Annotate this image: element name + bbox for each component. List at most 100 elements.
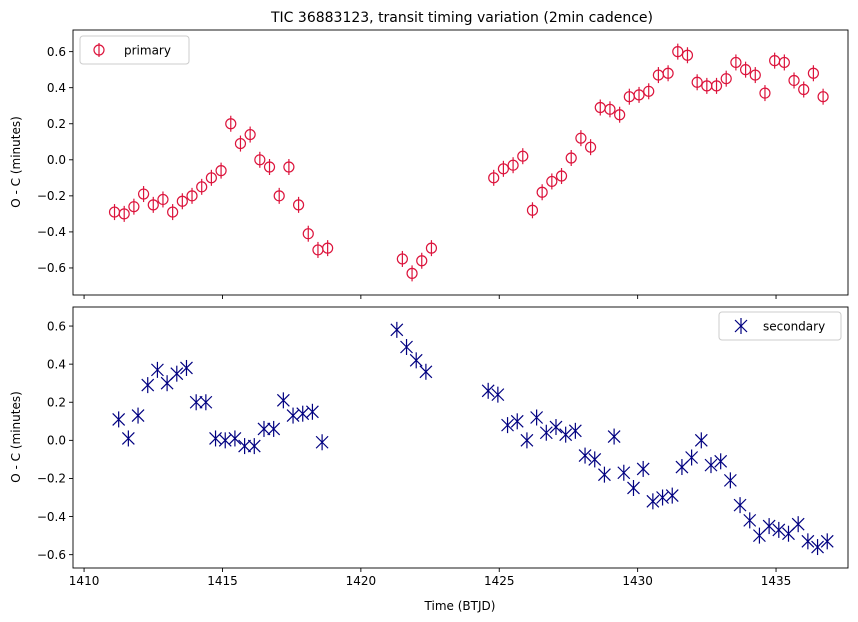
secondary-data-point (772, 521, 786, 538)
primary-data-point (710, 77, 723, 94)
primary-data-point (176, 193, 188, 210)
primary-panel: −0.6 −0.4 −0.2 0.0 0.2 0.4 0.6 O - C (minutes)… (9, 29, 849, 299)
secondary-data-point (627, 479, 640, 496)
primary-data-point (584, 139, 597, 156)
secondary-data-point (189, 394, 203, 411)
secondary-legend-box (718, 311, 842, 341)
secondary-data-point (247, 438, 261, 455)
primary-data-point (759, 85, 771, 102)
secondary-x-tick-label: 1415 (207, 574, 238, 588)
secondary-data-point (276, 392, 290, 409)
primary-data-point (128, 198, 140, 215)
primary-data-point (633, 86, 645, 103)
secondary-data-point (559, 426, 573, 443)
secondary-plot-area (72, 306, 849, 569)
secondary-data-point (607, 428, 621, 445)
secondary-data-point (723, 472, 737, 489)
secondary-data-point (238, 438, 252, 455)
primary-data-point (720, 70, 732, 87)
secondary-y-tick-label: −0.2 (37, 472, 66, 486)
primary-y-tick-label: 0.0 (47, 153, 66, 167)
primary-y-tick-label: 0.6 (47, 45, 66, 59)
secondary-x-tick-label: 1435 (761, 574, 792, 588)
primary-y-axis-label: O - C (minutes) (9, 116, 23, 208)
primary-data-point (526, 202, 539, 219)
primary-data-point (425, 240, 438, 257)
secondary-y-axis-label: O - C (minutes) (9, 391, 23, 483)
primary-data-point (147, 196, 159, 213)
primary-data-point (662, 65, 674, 82)
secondary-data-point (801, 533, 815, 550)
primary-data-point (137, 186, 150, 203)
secondary-data-point (568, 422, 582, 439)
primary-y-tick-label: −0.2 (37, 189, 66, 203)
secondary-data-point (400, 339, 413, 356)
secondary-data-point (549, 419, 563, 436)
primary-data-point (575, 130, 587, 147)
primary-data-point (234, 135, 247, 152)
x-axis-label: Time (BTJD) (424, 599, 496, 613)
primary-data-point (292, 196, 305, 213)
primary-y-tick-label: −0.6 (37, 261, 66, 275)
secondary-data-point (617, 464, 631, 481)
primary-data-point (788, 72, 800, 89)
secondary-data-point (762, 518, 776, 535)
secondary-data-point (733, 497, 747, 514)
secondary-data-point (112, 411, 126, 428)
primary-data-point (196, 178, 208, 195)
primary-data-point (681, 47, 694, 64)
primary-data-point (497, 160, 510, 177)
secondary-data-point (811, 539, 824, 556)
primary-data-point (778, 54, 790, 71)
primary-data-point (798, 81, 810, 98)
primary-y-axis: −0.6 −0.4 −0.2 0.0 0.2 0.4 0.6 (37, 45, 73, 275)
primary-data-point (565, 149, 577, 166)
secondary-x-axis: 1410 1415 1420 1425 1430 1435 (69, 568, 792, 588)
primary-data-point (283, 159, 295, 176)
primary-data-point (817, 88, 829, 105)
primary-data-point (604, 101, 616, 118)
secondary-data-point (481, 382, 495, 399)
primary-plot-area (72, 29, 849, 296)
primary-data-point (273, 187, 285, 204)
primary-data-point (396, 250, 408, 267)
secondary-data-point (315, 434, 329, 451)
secondary-data-point (267, 420, 281, 437)
primary-data-point (244, 126, 256, 143)
primary-data-point (215, 162, 227, 179)
primary-legend-marker (93, 43, 105, 57)
secondary-data-point (510, 413, 524, 430)
secondary-data-point (685, 449, 699, 466)
secondary-data-point (180, 359, 193, 376)
primary-legend-box (79, 35, 190, 65)
secondary-data-point (820, 533, 834, 550)
secondary-y-tick-label: −0.4 (37, 510, 66, 524)
secondary-data-point (491, 386, 505, 403)
primary-data-point (507, 157, 519, 174)
primary-data-point (167, 204, 179, 221)
secondary-data-point (141, 377, 155, 394)
secondary-x-tick-label: 1425 (484, 574, 515, 588)
primary-legend-label: primary (124, 44, 171, 58)
secondary-marks (112, 321, 834, 556)
secondary-panel: −0.6 −0.4 −0.2 0.0 0.2 0.4 0.6 1410 1415 1420 142… (9, 306, 849, 613)
secondary-data-point (390, 321, 404, 338)
secondary-data-point (578, 447, 592, 464)
secondary-y-tick-label: 0.4 (47, 357, 66, 371)
primary-data-point (416, 252, 428, 269)
secondary-data-point (539, 424, 553, 441)
primary-data-point (488, 169, 500, 186)
primary-data-point (263, 159, 276, 176)
secondary-data-point (714, 453, 728, 470)
secondary-data-point (409, 352, 423, 369)
secondary-data-point (305, 403, 319, 420)
primary-marks (108, 43, 829, 282)
secondary-data-point (170, 365, 184, 382)
secondary-legend-label: secondary (763, 320, 825, 334)
primary-data-point (807, 65, 820, 82)
secondary-data-point (704, 457, 718, 474)
primary-data-point (157, 191, 169, 208)
primary-data-point (691, 74, 703, 91)
